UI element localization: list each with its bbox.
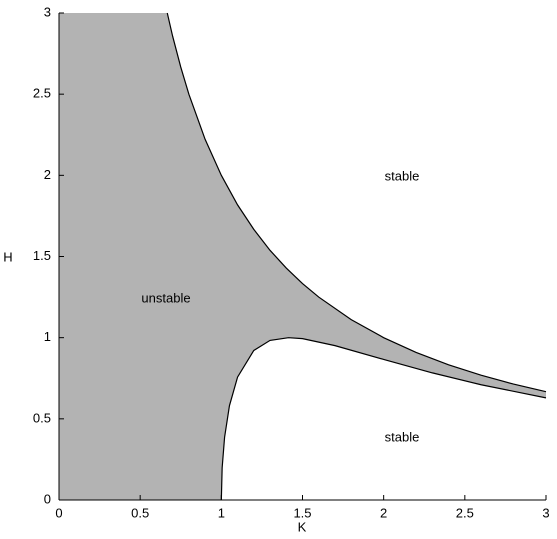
x-tick-label: 0 (55, 505, 62, 520)
x-tick-label: 1 (218, 505, 225, 520)
region-label: stable (385, 429, 420, 444)
y-tick-label: 1 (44, 329, 51, 344)
y-tick-label: 3 (44, 4, 51, 19)
x-axis-label: K (298, 519, 307, 534)
region-label: unstable (141, 290, 190, 305)
x-tick-label: 3 (542, 505, 549, 520)
y-axis-label: H (3, 249, 12, 264)
x-tick-label: 0.5 (131, 505, 149, 520)
y-tick-label: 2.5 (33, 86, 51, 101)
unstable-region (59, 13, 546, 500)
x-tick-label: 2 (380, 505, 387, 520)
x-tick-label: 1.5 (293, 505, 311, 520)
x-tick-label: 2.5 (456, 505, 474, 520)
boundary-curve (166, 12, 547, 393)
y-tick-label: 2 (44, 167, 51, 182)
y-tick-label: 0 (44, 491, 51, 506)
y-tick-label: 0.5 (33, 410, 51, 425)
region-label: stable (385, 168, 420, 183)
boundary-curve (220, 337, 547, 501)
y-tick-label: 1.5 (33, 248, 51, 263)
